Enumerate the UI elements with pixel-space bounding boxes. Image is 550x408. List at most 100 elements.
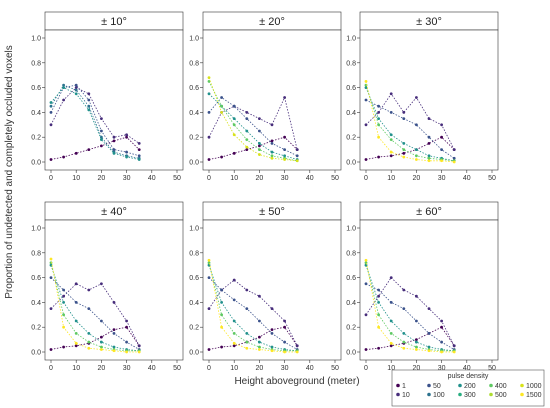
series-line — [208, 277, 298, 350]
series-10 — [207, 278, 299, 348]
panel-title: ± 10° — [101, 16, 127, 28]
legend-marker — [458, 383, 462, 388]
y-tick-label: 0.8 — [189, 60, 199, 67]
data-point — [415, 340, 418, 344]
legend-entry-1: 1 — [396, 383, 406, 390]
data-point — [258, 153, 261, 156]
series-line — [365, 260, 455, 353]
y-tick-label: 0.4 — [31, 300, 41, 307]
data-point — [452, 148, 456, 152]
series-10 — [364, 92, 456, 152]
data-point — [207, 258, 211, 262]
data-point — [245, 346, 249, 350]
x-tick-label: 0 — [207, 365, 211, 372]
data-point — [427, 349, 431, 353]
data-point — [87, 98, 91, 102]
data-point — [415, 348, 418, 351]
y-tick-label: 0.4 — [189, 110, 199, 117]
data-point — [377, 313, 380, 317]
data-point — [377, 301, 380, 304]
data-point — [377, 346, 380, 350]
data-point — [283, 158, 286, 161]
data-point — [295, 350, 299, 354]
y-tick-label: 0.0 — [31, 160, 41, 167]
y-tick-label: 0.6 — [346, 85, 356, 92]
series-line — [50, 84, 140, 157]
y-tick-label: 0.6 — [189, 85, 199, 92]
y-tick-label: 0.6 — [346, 275, 356, 282]
data-point — [402, 155, 406, 159]
data-point — [402, 151, 406, 155]
data-point — [220, 104, 224, 108]
data-point — [137, 142, 141, 145]
data-point — [377, 288, 380, 292]
panel-title: ± 40° — [101, 206, 127, 218]
y-tick-label: 0.4 — [31, 110, 41, 117]
data-point — [389, 276, 393, 279]
data-point — [364, 98, 368, 102]
data-point — [49, 307, 53, 310]
x-tick-label: 30 — [281, 175, 289, 182]
legend: pulse density 1 10 50 100 200 300 400 500 1000 15… — [391, 369, 545, 407]
legend-marker — [427, 392, 431, 397]
data-point — [74, 341, 78, 345]
y-tick-label: 0.2 — [346, 325, 356, 332]
data-point — [125, 133, 128, 137]
x-tick-label: 10 — [387, 175, 395, 182]
data-point — [283, 319, 286, 323]
data-point — [62, 325, 65, 329]
series-50 — [364, 98, 456, 160]
x-tick-label: 30 — [123, 365, 131, 372]
legend-entry-10: 10 — [396, 392, 410, 399]
data-point — [415, 294, 418, 298]
data-point — [137, 158, 141, 161]
x-tick-label: 20 — [256, 365, 264, 372]
data-point — [207, 76, 211, 80]
series-line — [208, 93, 298, 160]
data-point — [295, 154, 299, 158]
plot-area — [359, 29, 499, 171]
y-tick-label: 0.6 — [31, 275, 41, 282]
data-point — [427, 117, 431, 120]
data-point — [440, 123, 443, 127]
data-point — [270, 123, 274, 127]
series-line — [365, 276, 455, 346]
legend-label: 300 — [464, 392, 476, 399]
data-point — [100, 345, 103, 349]
data-point — [125, 340, 128, 344]
y-tick-label: 0.8 — [189, 250, 199, 257]
y-tick-label: 0.6 — [189, 275, 199, 282]
data-point — [232, 319, 236, 323]
x-tick-label: 30 — [438, 365, 446, 372]
data-point — [270, 139, 274, 143]
x-tick-label: 40 — [306, 365, 314, 372]
legend-entry-300: 300 — [458, 392, 476, 399]
series-200 — [49, 86, 141, 161]
data-point — [295, 344, 299, 348]
panel-4: ± 50° 0.0 0.2 0.4 0.6 0.8 1.0 0 10 20 30 40 50 — [189, 201, 342, 372]
plot-area — [44, 29, 184, 171]
data-point — [245, 138, 249, 142]
data-point — [232, 104, 236, 108]
data-point — [87, 307, 91, 310]
x-tick-label: 0 — [364, 365, 368, 372]
series-line — [365, 84, 455, 162]
data-point — [220, 96, 224, 99]
data-point — [283, 340, 286, 344]
series-line — [208, 77, 298, 162]
y-tick-label: 0.4 — [189, 300, 199, 307]
data-point — [220, 155, 224, 159]
data-point — [62, 288, 65, 292]
data-point — [402, 288, 406, 292]
y-tick-label: 1.0 — [346, 226, 356, 233]
data-point — [207, 307, 211, 310]
data-point — [87, 104, 91, 108]
data-point — [207, 111, 211, 114]
x-tick-label: 20 — [413, 175, 421, 182]
series-line — [208, 136, 298, 160]
data-point — [377, 104, 380, 108]
data-point — [49, 101, 53, 104]
data-point — [270, 332, 274, 335]
legend-label: 500 — [495, 392, 507, 399]
